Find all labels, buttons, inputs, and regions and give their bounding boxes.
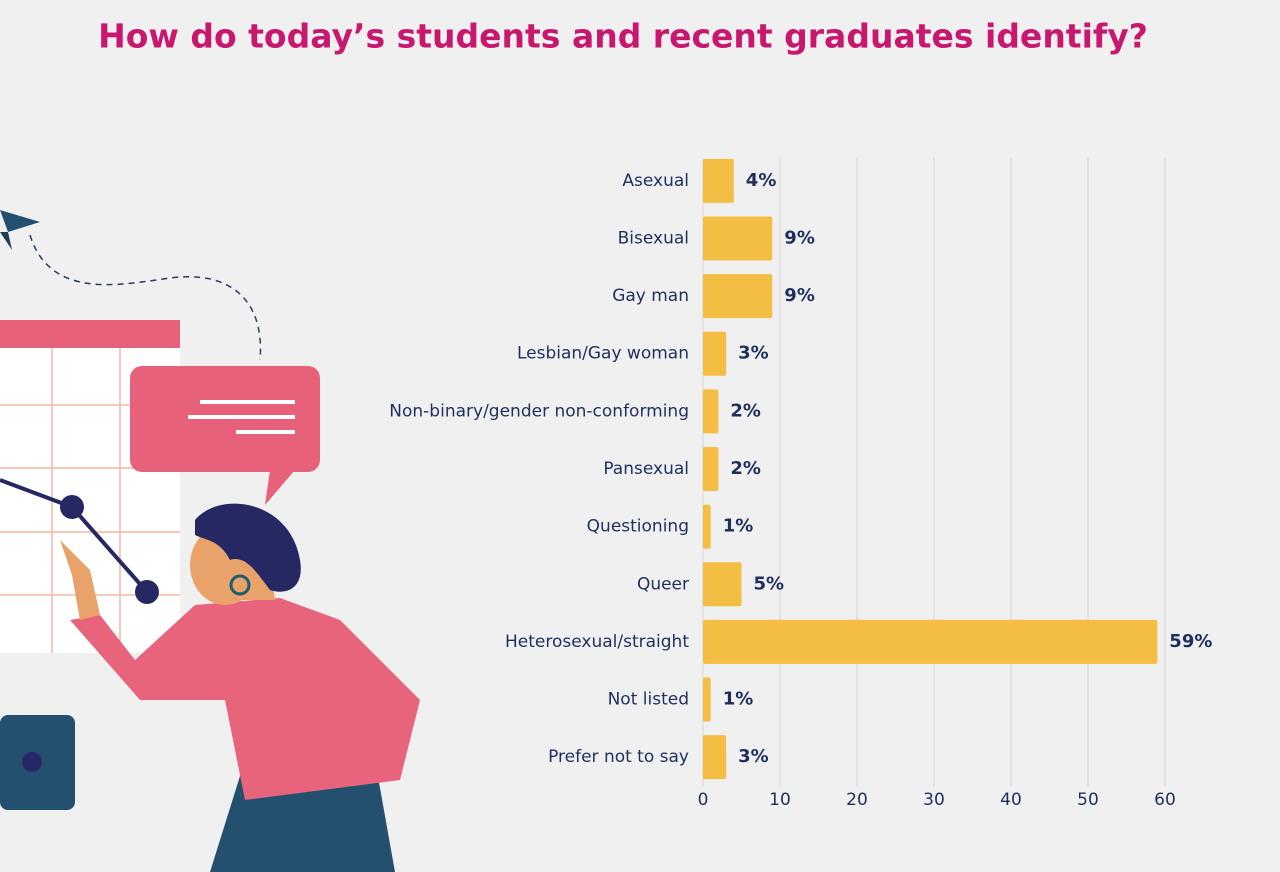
- torso: [70, 598, 420, 800]
- illustration: [0, 210, 420, 872]
- y-tick-label: Prefer not to say: [548, 747, 689, 767]
- bar: [703, 331, 727, 376]
- y-tick-label: Not listed: [608, 690, 689, 710]
- value-label: 1%: [723, 689, 754, 710]
- paper-plane: [0, 210, 40, 232]
- hand: [60, 540, 100, 620]
- y-tick-label: Questioning: [587, 517, 689, 537]
- bar: [703, 504, 711, 549]
- bar: [703, 735, 727, 780]
- value-label: 2%: [730, 458, 761, 479]
- value-label: 59%: [1169, 631, 1212, 652]
- bar: [703, 677, 711, 722]
- bar: [703, 562, 742, 607]
- earring: [229, 574, 251, 596]
- x-tick-label: 20: [846, 790, 868, 810]
- y-tick-label: Gay man: [612, 286, 689, 306]
- y-tick-label: Heterosexual/straight: [505, 632, 689, 652]
- bar: [703, 619, 1158, 664]
- bar: [703, 447, 719, 491]
- x-tick-label: 0: [698, 790, 709, 810]
- y-tick-label: Queer: [637, 574, 689, 594]
- bar: [703, 274, 773, 319]
- hair: [195, 503, 301, 592]
- y-tick-label: Bisexual: [618, 228, 689, 248]
- paper-plane-wing: [0, 232, 12, 250]
- value-label: 4%: [746, 170, 777, 191]
- bar: [703, 389, 719, 434]
- x-tick-label: 40: [1000, 790, 1022, 810]
- value-label: 9%: [784, 227, 815, 248]
- y-tick-label: Pansexual: [603, 459, 689, 479]
- value-label: 3%: [738, 343, 769, 364]
- value-label: 2%: [730, 400, 761, 421]
- y-tick-label: Lesbian/Gay woman: [517, 344, 689, 364]
- device-dot: [22, 752, 42, 772]
- x-tick-label: 50: [1077, 790, 1099, 810]
- x-tick-label: 60: [1154, 790, 1176, 810]
- y-tick-label: Asexual: [622, 171, 689, 191]
- trend-point: [135, 580, 159, 604]
- chart-title: How do today’s students and recent gradu…: [98, 17, 1148, 56]
- board-top: [0, 320, 180, 348]
- x-tick-label: 10: [769, 790, 791, 810]
- x-tick-label: 30: [923, 790, 945, 810]
- trend-point: [60, 495, 84, 519]
- speech-lines: [188, 400, 295, 434]
- bar: [703, 216, 773, 261]
- bar: [703, 158, 734, 203]
- value-label: 1%: [723, 516, 754, 537]
- value-label: 9%: [784, 285, 815, 306]
- speech-tail: [265, 470, 295, 505]
- y-tick-label: Non-binary/gender non-conforming: [389, 401, 689, 421]
- value-label: 3%: [738, 746, 769, 767]
- value-label: 5%: [754, 573, 785, 594]
